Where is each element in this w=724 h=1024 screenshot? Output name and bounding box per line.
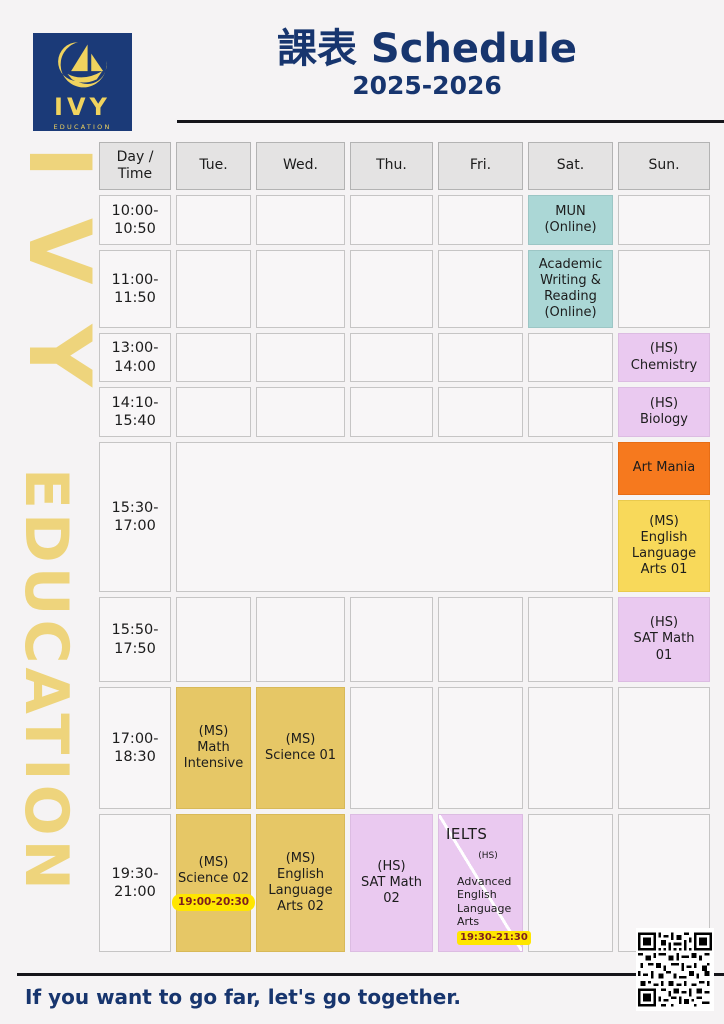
time-note-highlight: 19:00-20:30 xyxy=(171,894,256,912)
col-header-fri: Fri. xyxy=(438,142,523,190)
empty-cell xyxy=(528,387,613,437)
class-hs-sat-math-01: (HS) SAT Math 01 xyxy=(618,597,710,682)
col-header-sun: Sun. xyxy=(618,142,710,190)
empty-cell xyxy=(176,195,251,245)
class-label: (MS) Science 02 xyxy=(177,854,250,886)
empty-cell xyxy=(528,333,613,382)
empty-cell xyxy=(256,195,345,245)
empty-cell xyxy=(618,250,710,328)
class-hs-sat-math-02: (HS) SAT Math 02 xyxy=(350,814,433,952)
empty-cell xyxy=(176,250,251,328)
class-hs-advanced-ela: (HS) Advanced English Language Arts 19:3… xyxy=(457,838,531,945)
time-label: 13:00- 14:00 xyxy=(99,333,171,382)
time-label: 11:00- 11:50 xyxy=(99,250,171,328)
class-ielts-advanced-ela-split: IELTS (HS) Advanced English Language Art… xyxy=(438,814,531,952)
sunday-stacked-cells: Art Mania (MS) English Language Arts 01 xyxy=(618,442,710,592)
class-ielts-label: IELTS xyxy=(446,825,488,843)
class-ms-english-language-arts-01: (MS) English Language Arts 01 xyxy=(618,500,710,592)
schedule-table: Day / Time Tue. Wed. Thu. Fri. Sat. Sun.… xyxy=(99,142,710,952)
time-note-highlight: 19:30-21:30 xyxy=(457,931,531,945)
col-header-sat: Sat. xyxy=(528,142,613,190)
col-header-wed: Wed. xyxy=(256,142,345,190)
time-label: 17:00- 18:30 xyxy=(99,687,171,809)
empty-cell xyxy=(350,387,433,437)
grade-label: (HS) xyxy=(478,851,498,862)
col-header-thu: Thu. xyxy=(350,142,433,190)
header-divider xyxy=(177,120,724,123)
class-ms-english-language-arts-02: (MS) English Language Arts 02 xyxy=(256,814,345,952)
class-ms-math-intensive: (MS) Math Intensive xyxy=(176,687,251,809)
empty-cell xyxy=(350,333,433,382)
col-header-day-time: Day / Time xyxy=(99,142,171,190)
empty-cell xyxy=(528,687,613,809)
empty-cell xyxy=(528,597,613,682)
class-mun-online: MUN (Online) xyxy=(528,195,613,245)
class-label: Advanced English Language Arts xyxy=(457,875,512,928)
time-label: 14:10- 15:40 xyxy=(99,387,171,437)
header-title-block: 課表 Schedule 2025-2026 xyxy=(140,26,714,100)
qr-code xyxy=(636,928,714,1011)
empty-cell xyxy=(256,250,345,328)
empty-cell xyxy=(350,597,433,682)
empty-cell xyxy=(350,195,433,245)
time-label: 15:50- 17:50 xyxy=(99,597,171,682)
side-text-education: EDUCATION xyxy=(11,468,81,894)
motto-text: If you want to go far, let's go together… xyxy=(25,985,461,1009)
empty-cell xyxy=(438,195,523,245)
empty-cell xyxy=(256,597,345,682)
school-year: 2025-2026 xyxy=(352,71,502,100)
empty-cell xyxy=(350,687,433,809)
merged-empty-cell xyxy=(176,442,613,592)
empty-cell xyxy=(528,814,613,952)
empty-cell xyxy=(176,333,251,382)
ivy-logo: IVY EDUCATION xyxy=(33,33,132,131)
class-art-mania: Art Mania xyxy=(618,442,710,495)
col-header-tue: Tue. xyxy=(176,142,251,190)
sailboat-icon xyxy=(57,42,107,88)
page-title: 課表 Schedule xyxy=(277,26,577,72)
empty-cell xyxy=(176,387,251,437)
class-academic-writing-reading: Academic Writing & Reading (Online) xyxy=(528,250,613,328)
empty-cell xyxy=(438,387,523,437)
class-hs-biology: (HS) Biology xyxy=(618,387,710,437)
time-label: 10:00- 10:50 xyxy=(99,195,171,245)
time-label: 19:30- 21:00 xyxy=(99,814,171,952)
diagonal-divider xyxy=(439,815,522,951)
empty-cell xyxy=(438,597,523,682)
class-ms-science-02: (MS) Science 02 19:00-20:30 xyxy=(171,814,256,952)
empty-cell xyxy=(618,195,710,245)
empty-cell xyxy=(618,687,710,809)
empty-cell xyxy=(438,687,523,809)
empty-cell xyxy=(438,250,523,328)
empty-cell xyxy=(176,597,251,682)
logo-subtext: EDUCATION xyxy=(53,123,112,131)
logo-wordmark: IVY xyxy=(54,93,111,121)
empty-cell xyxy=(256,333,345,382)
empty-cell xyxy=(438,333,523,382)
empty-cell xyxy=(350,250,433,328)
class-ms-science-01: (MS) Science 01 xyxy=(256,687,345,809)
empty-cell xyxy=(256,387,345,437)
footer-divider xyxy=(17,973,724,976)
time-label: 15:30- 17:00 xyxy=(99,442,171,592)
side-text-ivy: IVY xyxy=(9,146,109,427)
class-hs-chemistry: (HS) Chemistry xyxy=(618,333,710,382)
